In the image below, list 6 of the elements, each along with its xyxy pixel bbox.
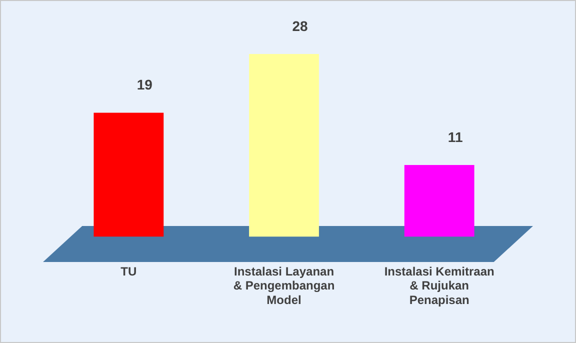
- x-tick-label: TU: [120, 264, 137, 278]
- data-label: 28: [292, 18, 308, 34]
- x-tick-label: Instalasi Layanan & Pengembangan Model: [233, 264, 335, 308]
- data-label: 19: [136, 76, 153, 93]
- x-tick-label: Instalasi Kemitraan & Rujukan Penapisan: [384, 264, 494, 308]
- data-label: 11: [448, 128, 463, 145]
